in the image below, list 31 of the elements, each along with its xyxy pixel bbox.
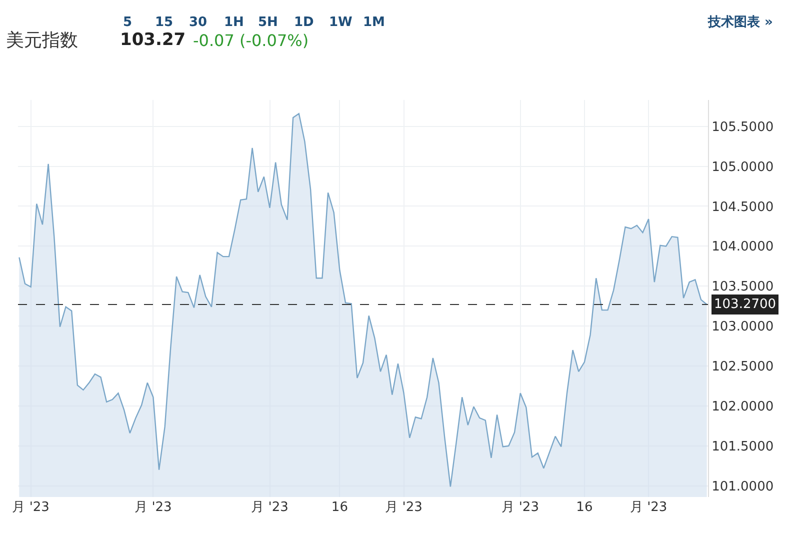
- y-tick-label: 103.0000: [712, 320, 774, 335]
- y-tick-label: 104.0000: [712, 240, 774, 255]
- x-tick-label: 月 '23: [134, 500, 172, 515]
- text: 5H: [258, 15, 278, 30]
- y-tick-label: 101.0000: [712, 479, 774, 494]
- chart-title: 美元指数: [6, 30, 78, 51]
- text: 技术图表 »: [707, 15, 773, 30]
- x-tick-label: 月 '23: [385, 500, 422, 515]
- chart-subtitle: 103.27: [120, 30, 186, 50]
- x-tick-label: 16: [576, 500, 593, 515]
- y-tick-label: 105.5000: [712, 120, 774, 135]
- y-tick-label: 102.0000: [712, 399, 774, 414]
- text: 15: [155, 15, 174, 30]
- text: -0.07 (-0.07%): [193, 31, 309, 50]
- x-tick-label: 月 '23: [502, 500, 539, 515]
- text: 30: [189, 15, 208, 30]
- y-tick-label: 102.5000: [712, 360, 774, 375]
- ref-line-label: 103.2700: [714, 297, 776, 312]
- x-tick-label: 月 '23: [630, 500, 668, 515]
- x-tick-label: 16: [331, 500, 348, 515]
- y-tick-label: 104.5000: [712, 200, 774, 215]
- text: 1W: [329, 15, 352, 30]
- text: 5: [123, 15, 132, 30]
- y-tick-label: 101.5000: [712, 439, 774, 454]
- x-tick-label: 月 '23: [251, 500, 288, 515]
- text: 1H: [224, 15, 244, 30]
- y-tick-label: 105.0000: [712, 160, 774, 175]
- y-tick-label: 103.5000: [712, 280, 774, 295]
- text: 1M: [363, 15, 385, 30]
- x-tick-label: 月 '23: [12, 500, 50, 515]
- text: 1D: [294, 15, 314, 30]
